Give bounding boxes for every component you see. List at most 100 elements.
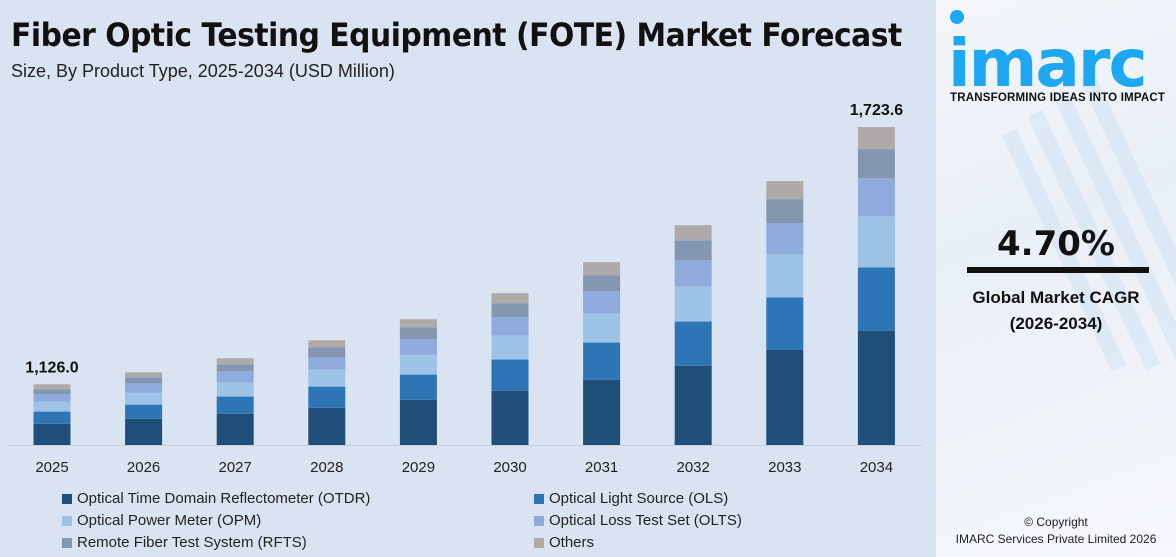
bar-segment-2025-2 bbox=[33, 401, 71, 412]
bar-segment-2028-1 bbox=[308, 386, 346, 408]
x-tick-label: 2033 bbox=[768, 459, 801, 476]
cagr-value: 4.70% bbox=[997, 224, 1115, 264]
bar-segment-2034-1 bbox=[857, 267, 895, 331]
chart-subtitle: Size, By Product Type, 2025-2034 (USD Mi… bbox=[11, 61, 395, 81]
cagr-label-text: Global Market CAGR bbox=[972, 288, 1140, 307]
bar-segment-2028-3 bbox=[308, 357, 346, 370]
legend-label: Optical Loss Test Set (OLTS) bbox=[549, 512, 742, 529]
x-tick-label: 2034 bbox=[860, 459, 893, 476]
bar-segment-2032-0 bbox=[674, 365, 712, 445]
legend-label: Optical Light Source (OLS) bbox=[549, 490, 729, 507]
bar-segment-2026-4 bbox=[125, 377, 163, 384]
bar-segment-2034-4 bbox=[857, 149, 895, 179]
bar-segment-2032-4 bbox=[674, 240, 712, 261]
bar-segment-2027-4 bbox=[216, 364, 254, 372]
bar-segment-2031-1 bbox=[583, 342, 621, 380]
bar-segment-2030-5 bbox=[491, 293, 529, 304]
cagr-period: (2026-2034) bbox=[1009, 314, 1103, 333]
imarc-logo: imarc bbox=[948, 10, 1148, 93]
bar-segment-2031-5 bbox=[583, 262, 621, 276]
bar-segment-2026-3 bbox=[125, 383, 163, 393]
bar-segment-2034-3 bbox=[857, 178, 895, 217]
stacked-bar-chart: 2025 1,126.0 2026 2027 2028 2029 2030 2031 2032 2… bbox=[8, 102, 922, 476]
legend-item: Optical Loss Test Set (OLTS) bbox=[534, 512, 742, 529]
x-tick-label: 2030 bbox=[493, 459, 526, 476]
bar-segment-2031-0 bbox=[583, 379, 621, 445]
chart-title: Fiber Optic Testing Equipment (FOTE) Mar… bbox=[11, 16, 902, 54]
bar-segment-2029-5 bbox=[399, 319, 437, 328]
x-tick-label: 2026 bbox=[127, 459, 160, 476]
legend-label: Remote Fiber Test System (RFTS) bbox=[77, 534, 307, 551]
bar-segment-2030-4 bbox=[491, 303, 529, 318]
bar-segment-2029-2 bbox=[399, 354, 437, 375]
bar-segment-2027-3 bbox=[216, 371, 254, 383]
bar-segment-2034-0 bbox=[857, 330, 895, 445]
copyright-text: © Copyright bbox=[1024, 515, 1088, 529]
copyright: © Copyright IMARC Services Private Limit… bbox=[936, 514, 1176, 548]
cagr-label: Global Market CAGR (2026-2034) bbox=[936, 285, 1176, 337]
x-tick-label: 2028 bbox=[310, 459, 343, 476]
bar-segment-2032-2 bbox=[674, 286, 712, 322]
bar-segment-2032-5 bbox=[674, 225, 712, 241]
bar-segment-2033-1 bbox=[766, 297, 804, 350]
bar-segment-2031-3 bbox=[583, 291, 621, 314]
legend-label: Others bbox=[549, 534, 595, 551]
bar-segment-2031-2 bbox=[583, 313, 621, 343]
legend-item: Optical Power Meter (OPM) bbox=[62, 512, 261, 529]
legend-swatch bbox=[62, 493, 72, 504]
data-label-2025: 1,126.0 bbox=[25, 359, 78, 376]
legend-swatch bbox=[62, 515, 72, 526]
bar-segment-2028-2 bbox=[308, 369, 346, 387]
legend-item: Others bbox=[534, 534, 594, 551]
legend-item: Optical Time Domain Reflectometer (OTDR) bbox=[62, 490, 370, 507]
bar-segment-2030-1 bbox=[491, 359, 529, 391]
divider bbox=[967, 267, 1149, 273]
bar-segment-2026-5 bbox=[125, 372, 163, 378]
company-name: IMARC Services Private Limited 2026 bbox=[955, 532, 1157, 546]
bar-segment-2030-3 bbox=[491, 317, 529, 336]
chart-panel: Fiber Optic Testing Equipment (FOTE) Mar… bbox=[8, 16, 922, 551]
bar-segment-2027-5 bbox=[216, 358, 254, 365]
legend-swatch bbox=[534, 515, 544, 526]
bar-segment-2026-0 bbox=[125, 418, 163, 445]
bar-segment-2029-4 bbox=[399, 327, 437, 340]
bar-segment-2027-2 bbox=[216, 382, 254, 397]
sidebar: imarc TRANSFORMING IDEAS INTO IMPACT 4.7… bbox=[936, 0, 1176, 557]
legend-swatch bbox=[534, 493, 544, 504]
bar-segment-2033-0 bbox=[766, 349, 804, 445]
bar-segment-2025-0 bbox=[33, 423, 71, 445]
x-tick-label: 2025 bbox=[35, 459, 68, 476]
bar-segment-2027-0 bbox=[216, 413, 254, 445]
bar-segment-2031-4 bbox=[583, 275, 621, 292]
bar-segment-2033-4 bbox=[766, 199, 804, 224]
bar-segment-2029-3 bbox=[399, 339, 437, 355]
x-tick-label: 2032 bbox=[677, 459, 710, 476]
bar-segment-2025-1 bbox=[33, 411, 71, 424]
legend-label: Optical Power Meter (OPM) bbox=[77, 512, 262, 529]
bar-segment-2030-0 bbox=[491, 390, 529, 445]
bar-segment-2028-4 bbox=[308, 347, 346, 358]
x-tick-label: 2027 bbox=[219, 459, 252, 476]
bar-segment-2025-4 bbox=[33, 389, 71, 395]
tagline: TRANSFORMING IDEAS INTO IMPACT bbox=[950, 92, 1166, 104]
bar-segment-2028-5 bbox=[308, 340, 346, 348]
bar-segment-2034-2 bbox=[857, 216, 895, 268]
legend-item: Optical Light Source (OLS) bbox=[534, 490, 728, 507]
x-tick-label: 2029 bbox=[402, 459, 435, 476]
bar-segment-2026-1 bbox=[125, 404, 163, 419]
legend-item: Remote Fiber Test System (RFTS) bbox=[62, 534, 307, 551]
bar-segment-2028-0 bbox=[308, 407, 346, 445]
bar-segment-2034-5 bbox=[857, 127, 895, 150]
bar-segment-2025-3 bbox=[33, 394, 71, 402]
bar-segment-2029-1 bbox=[399, 374, 437, 400]
data-label-2034: 1,723.6 bbox=[850, 102, 903, 119]
bar-segment-2027-1 bbox=[216, 396, 254, 414]
bar-segment-2033-3 bbox=[766, 223, 804, 255]
bar-segment-2032-3 bbox=[674, 260, 712, 287]
logo-text: imarc bbox=[948, 25, 1146, 93]
bar-segment-2025-5 bbox=[33, 384, 71, 390]
legend-label: Optical Time Domain Reflectometer (OTDR) bbox=[77, 490, 371, 507]
bar-segment-2033-2 bbox=[766, 254, 804, 298]
legend-swatch bbox=[62, 537, 72, 548]
legend-swatch bbox=[534, 537, 544, 548]
